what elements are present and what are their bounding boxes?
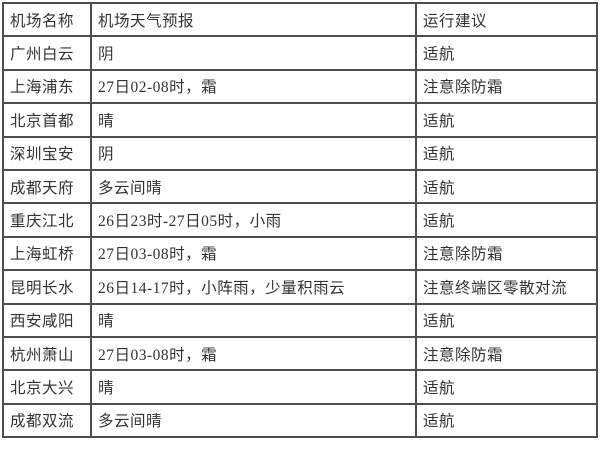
cell-airport-name: 昆明长水	[2, 269, 92, 305]
cell-weather-forecast: 阴	[90, 135, 417, 171]
table-body: 广州白云阴适航 上海浦东 27日02-08时，霜 注意除防霜 北京首都晴适航 深圳宝安阴适…	[2, 35, 598, 439]
cell-airport-name: 深圳宝安	[2, 135, 92, 171]
header-weather-forecast: 机场天气预报	[90, 1, 417, 38]
cell-operation-advice: 适航	[415, 369, 598, 405]
cell-weather-forecast: 晴	[90, 102, 417, 138]
cell-weather-forecast: 晴	[90, 302, 417, 338]
table-row: 上海虹桥 27日03-08时，霜 注意除防霜	[2, 235, 598, 272]
table-row: 北京首都晴适航	[2, 102, 598, 138]
cell-airport-name: 重庆江北	[2, 202, 92, 238]
cell-operation-advice: 适航	[415, 168, 598, 205]
airport-weather-table: 机场名称 机场天气预报 运行建议 广州白云阴适航 上海浦东 27日02-08时，霜注…	[2, 1, 598, 439]
header-row: 机场名称 机场天气预报 运行建议	[2, 1, 598, 38]
cell-airport-name: 成都双流	[2, 402, 92, 439]
table-row: 昆明长水 26日14-17时，小阵雨，少量积雨云 注意终端区零散对流	[2, 269, 598, 305]
cell-weather-forecast: 阴	[90, 35, 417, 71]
table-row: 广州白云阴适航	[2, 35, 598, 71]
cell-weather-forecast: 26日14-17时，小阵雨，少量积雨云	[90, 269, 417, 305]
cell-airport-name: 上海虹桥	[2, 235, 92, 272]
cell-weather-forecast: 26日23时-27日05时，小雨	[90, 202, 417, 238]
header-airport-name: 机场名称	[2, 1, 92, 38]
table-row: 西安咸阳晴适航	[2, 302, 598, 338]
table-row: 成都天府 多云间晴 适航	[2, 168, 598, 205]
cell-weather-forecast: 多云间晴	[90, 168, 417, 205]
cell-weather-forecast: 27日02-08时，霜	[90, 68, 417, 105]
table-row: 成都双流 多云间晴 适航	[2, 402, 598, 439]
cell-operation-advice: 注意除防霜	[415, 68, 598, 105]
header-operation-advice: 运行建议	[415, 1, 598, 38]
cell-weather-forecast: 多云间晴	[90, 402, 417, 439]
cell-operation-advice: 适航	[415, 402, 598, 439]
cell-airport-name: 上海浦东	[2, 68, 92, 105]
cell-weather-forecast: 晴	[90, 369, 417, 405]
cell-airport-name: 西安咸阳	[2, 302, 92, 338]
table-row: 重庆江北 26日23时-27日05时，小雨 适航	[2, 202, 598, 238]
table-row: 北京大兴晴适航	[2, 369, 598, 405]
cell-operation-advice: 适航	[415, 202, 598, 238]
table-row: 杭州萧山 27日03-08时，霜 注意除防霜	[2, 335, 598, 372]
cell-weather-forecast: 27日03-08时，霜	[90, 335, 417, 372]
cell-airport-name: 广州白云	[2, 35, 92, 71]
cell-airport-name: 成都天府	[2, 168, 92, 205]
cell-operation-advice: 注意终端区零散对流	[415, 269, 598, 305]
cell-airport-name: 杭州萧山	[2, 335, 92, 372]
cell-operation-advice: 适航	[415, 102, 598, 138]
cell-airport-name: 北京大兴	[2, 369, 92, 405]
cell-weather-forecast: 27日03-08时，霜	[90, 235, 417, 272]
table-row: 深圳宝安阴适航	[2, 135, 598, 171]
cell-operation-advice: 适航	[415, 35, 598, 71]
table-row: 上海浦东 27日02-08时，霜 注意除防霜	[2, 68, 598, 105]
cell-operation-advice: 适航	[415, 302, 598, 338]
cell-airport-name: 北京首都	[2, 102, 92, 138]
cell-operation-advice: 注意除防霜	[415, 235, 598, 272]
cell-operation-advice: 适航	[415, 135, 598, 171]
cell-operation-advice: 注意除防霜	[415, 335, 598, 372]
